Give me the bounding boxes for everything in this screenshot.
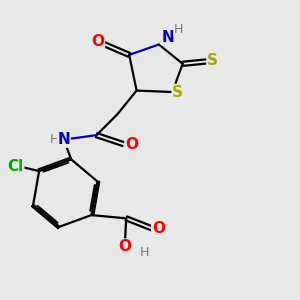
Text: O: O [92, 34, 104, 49]
Text: H: H [140, 246, 149, 259]
Text: N: N [57, 132, 70, 147]
Text: S: S [172, 85, 183, 100]
Text: H: H [173, 23, 183, 36]
Text: O: O [152, 221, 165, 236]
Text: S: S [207, 53, 218, 68]
Text: H: H [50, 133, 60, 146]
Text: Cl: Cl [8, 159, 24, 174]
Text: O: O [118, 239, 131, 254]
Text: O: O [125, 136, 138, 152]
Text: N: N [161, 30, 174, 45]
